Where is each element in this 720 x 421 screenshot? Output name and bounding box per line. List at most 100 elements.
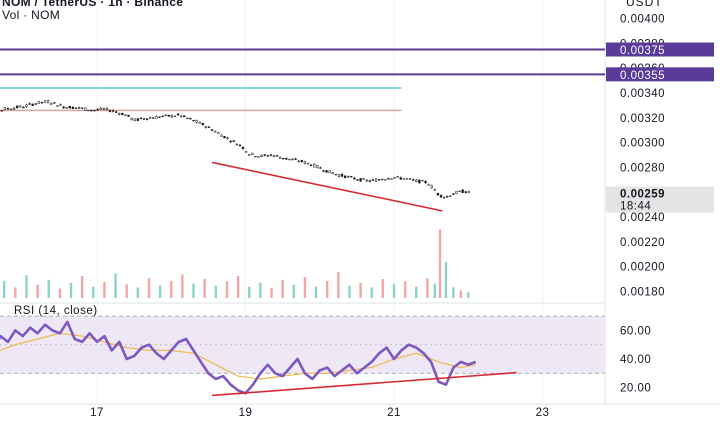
candle-body bbox=[393, 177, 396, 179]
candle-body bbox=[464, 191, 467, 193]
time-tick-label: 23 bbox=[536, 407, 550, 419]
price-label-box[interactable] bbox=[606, 42, 714, 57]
candle-body bbox=[288, 158, 291, 161]
time-tick-label: 21 bbox=[387, 407, 401, 419]
candle-body bbox=[53, 102, 56, 104]
candle-body bbox=[415, 179, 418, 182]
price-tick-label: 0.00240 bbox=[620, 212, 665, 224]
candle-body bbox=[16, 105, 19, 109]
candle-body bbox=[170, 114, 174, 118]
candle-body bbox=[0, 110, 3, 112]
candle-body bbox=[127, 114, 130, 117]
volume-bar bbox=[103, 282, 106, 298]
candle-body bbox=[6, 108, 10, 110]
candle-body bbox=[356, 179, 359, 181]
candle-body bbox=[442, 196, 446, 199]
volume-bar bbox=[303, 277, 307, 298]
price-tick-label: 0.00340 bbox=[620, 88, 665, 100]
volume-bar bbox=[359, 282, 362, 298]
rsi-tick-label: 40.00 bbox=[620, 354, 651, 366]
candle-body bbox=[136, 118, 139, 121]
candle-body bbox=[130, 117, 133, 120]
candle-body bbox=[152, 117, 155, 119]
candle-body bbox=[408, 178, 412, 180]
candle-body bbox=[164, 114, 167, 117]
candle-body bbox=[272, 155, 276, 158]
candle-body bbox=[306, 162, 310, 165]
candle-body bbox=[251, 152, 254, 155]
price-tick-label: 0.00320 bbox=[620, 113, 665, 125]
candle-body bbox=[263, 154, 266, 156]
horizontal-lines[interactable] bbox=[0, 48, 605, 112]
volume-bar bbox=[214, 285, 217, 298]
time-axis[interactable]: 17 19 21 23 bbox=[0, 403, 720, 419]
candle-body bbox=[180, 115, 183, 118]
volume-bar bbox=[58, 288, 62, 298]
candle-body bbox=[285, 157, 288, 160]
volume-bar bbox=[415, 286, 418, 298]
candle-body bbox=[121, 113, 124, 116]
volume-bar bbox=[203, 279, 206, 298]
price-trendline[interactable] bbox=[211, 161, 443, 212]
candle-body bbox=[56, 105, 59, 107]
candle-body bbox=[353, 177, 356, 180]
volume-bar bbox=[136, 287, 140, 298]
symbol-title: NOM / TetherUS · 1h · Binance bbox=[2, 0, 184, 9]
rsi-title: RSI (14, close) bbox=[14, 305, 98, 317]
volume-bar bbox=[181, 274, 184, 298]
candle-body bbox=[139, 117, 143, 120]
candle-body bbox=[449, 195, 452, 197]
candle-body bbox=[387, 178, 390, 180]
candle-body bbox=[87, 109, 90, 112]
current-price-box[interactable] bbox=[606, 186, 714, 213]
candle-body bbox=[331, 172, 334, 175]
candle-body bbox=[40, 101, 44, 104]
candle-body bbox=[337, 174, 341, 177]
candle-body bbox=[275, 155, 279, 157]
candle-body bbox=[25, 104, 28, 107]
volume-bar bbox=[69, 282, 73, 298]
candle-body bbox=[37, 101, 40, 104]
candle-body bbox=[195, 120, 198, 123]
rsi-line bbox=[0, 320, 477, 395]
volume-bar bbox=[348, 285, 351, 298]
candlesticks bbox=[0, 99, 471, 199]
candle-body bbox=[3, 107, 6, 111]
candle-body bbox=[282, 158, 285, 160]
price-axis[interactable]: 0.004000.003800.003600.003400.003200.003… bbox=[606, 13, 714, 395]
candle-body bbox=[118, 112, 121, 115]
volume-bar bbox=[314, 286, 318, 298]
candle-body bbox=[28, 103, 31, 105]
candle-body bbox=[145, 118, 149, 120]
candle-body bbox=[186, 117, 189, 120]
price-label-box[interactable] bbox=[606, 67, 714, 82]
volume-bar bbox=[25, 275, 28, 298]
rsi-trendline[interactable] bbox=[212, 371, 517, 397]
volume-bar bbox=[225, 281, 229, 298]
candle-body bbox=[90, 109, 93, 112]
candle-body bbox=[198, 121, 201, 124]
candle-body bbox=[31, 103, 34, 106]
volume-bar bbox=[426, 278, 429, 298]
volume-bar bbox=[92, 286, 95, 298]
candle-body bbox=[192, 119, 195, 122]
volume-bar bbox=[337, 272, 340, 298]
volume-bar bbox=[170, 280, 173, 298]
time-tick-label: 19 bbox=[239, 407, 253, 419]
candle-body bbox=[402, 178, 406, 180]
volume-bar bbox=[270, 288, 273, 298]
candle-body bbox=[158, 116, 161, 118]
candle-body bbox=[362, 178, 365, 180]
candle-body bbox=[46, 100, 50, 104]
volume-bar bbox=[438, 229, 442, 298]
candle-body bbox=[421, 180, 424, 182]
candle-body bbox=[381, 178, 384, 181]
candle-body bbox=[115, 111, 118, 113]
candle-body bbox=[446, 196, 449, 198]
volume-title: Vol · NOM bbox=[2, 8, 61, 22]
candle-body bbox=[313, 163, 316, 168]
price-trendline-support[interactable] bbox=[211, 161, 443, 212]
volume-bar bbox=[14, 287, 17, 298]
candle-body bbox=[365, 179, 368, 182]
